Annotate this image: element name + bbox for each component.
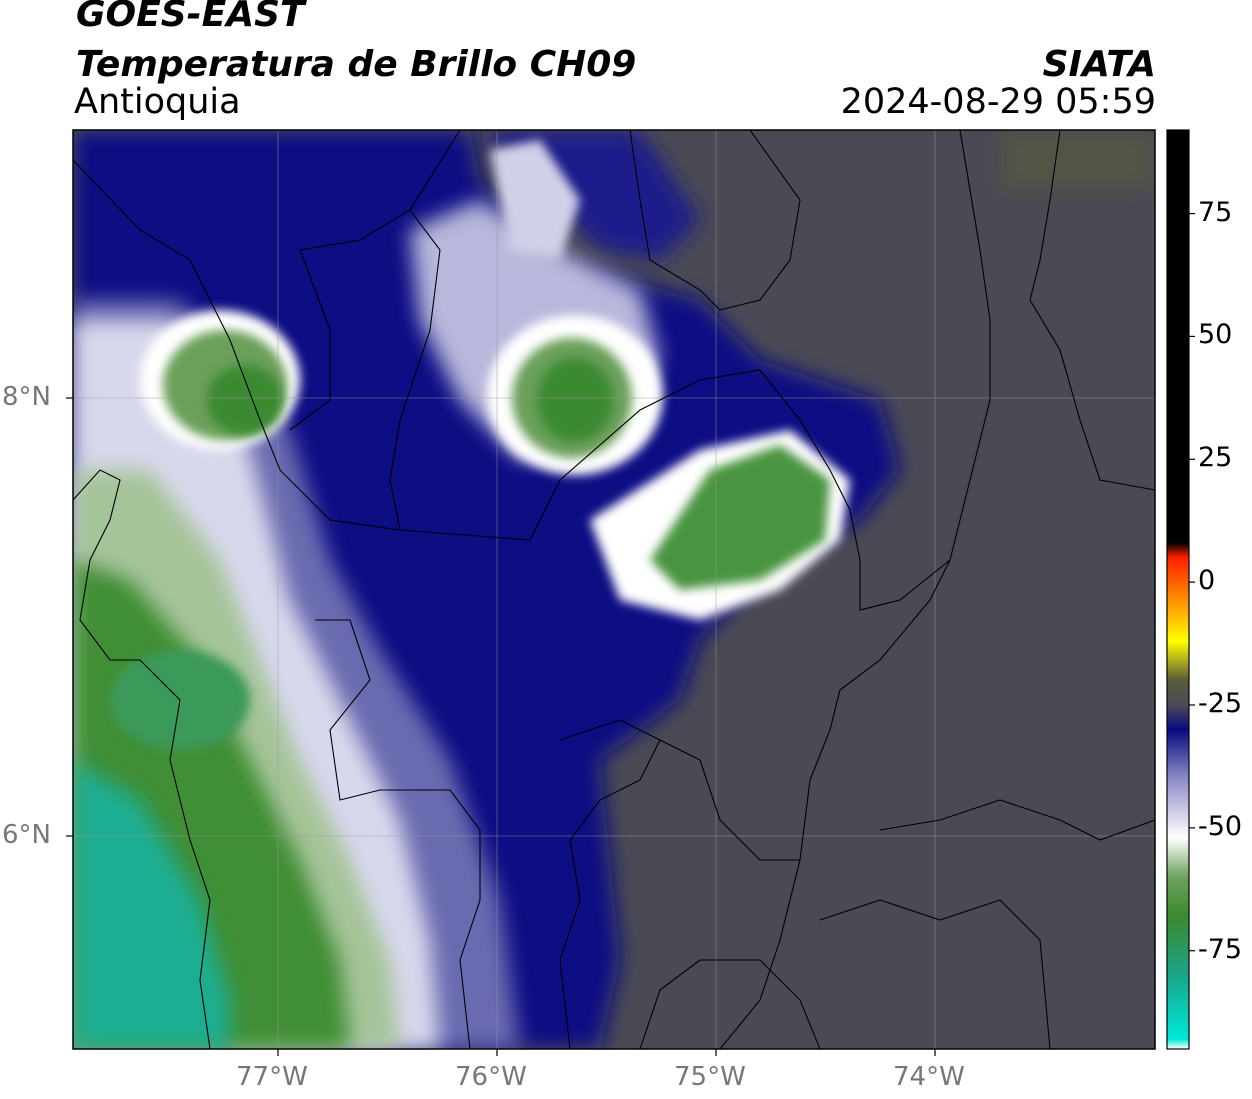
warm-patch [1000,130,1155,190]
region-label: Antioquia [74,82,241,122]
convective-cell-core [537,358,613,442]
administrative-boundaries [73,130,1155,1049]
colorbar-tick-label: 50 [1198,319,1233,351]
brightness-temperature-field [73,130,1155,1049]
colorbar-frame [1166,129,1190,1050]
colorbar-tick-label: -75 [1198,933,1243,965]
lon-tick-marks [277,1049,936,1056]
lat-tick-label-8n: 8°N [2,382,51,412]
map-frame [72,129,1156,1050]
lat-tick-label-6n: 6°N [2,820,51,850]
satellite-title: GOES-EAST [76,0,305,35]
agency-label: SIATA [1042,44,1156,85]
colorbar-tick-label: -50 [1198,810,1243,842]
colorbar [1167,130,1189,1049]
cloud-layer [490,140,580,260]
lat-tick-marks [66,397,73,837]
colorbar-tick-label: 25 [1198,442,1233,474]
lon-tick-label-75w: 75°W [674,1062,746,1092]
convective-cell-core [207,365,283,435]
convective-cell [650,445,830,590]
datetime-label: 2024-08-29 05:59 [840,82,1156,122]
product-title: Temperatura de Brillo CH09 [76,44,637,85]
colorbar-tick-label: 0 [1198,565,1216,597]
colorbar-tick-label: -25 [1198,687,1243,719]
lon-tick-label-76w: 76°W [455,1062,527,1092]
coldest-cloud-top [73,760,230,1049]
colorbar-tick-label: 75 [1198,196,1233,228]
lon-tick-label-77w: 77°W [236,1062,308,1092]
lon-tick-label-74w: 74°W [893,1062,965,1092]
colorbar-tick-marks [1189,212,1195,952]
